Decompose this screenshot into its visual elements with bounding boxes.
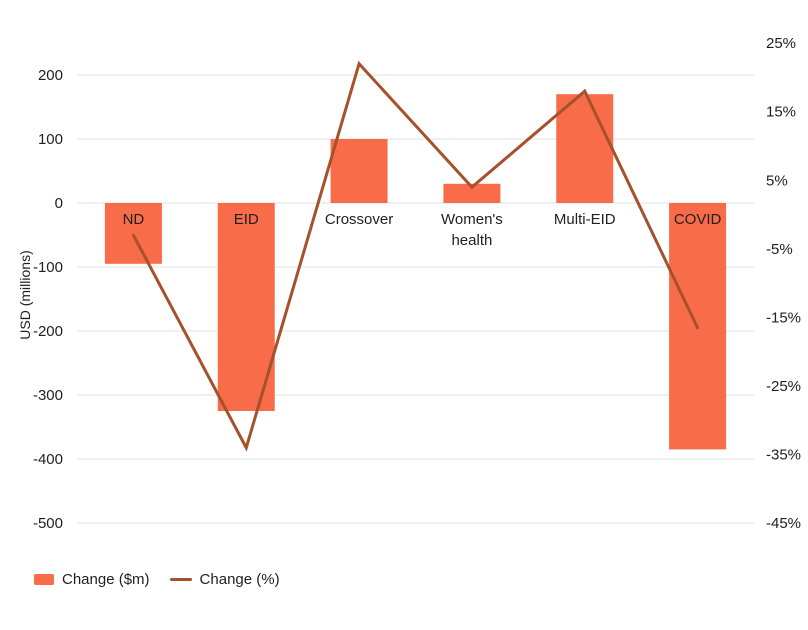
category-label-eid: EID: [234, 211, 259, 228]
category-label-women's: Women's: [441, 211, 503, 228]
right-axis-tick-25pct: 25%: [766, 35, 796, 52]
left-axis-tick--100: -100: [33, 259, 63, 276]
right-axis-tick--45pct: -45%: [766, 515, 801, 532]
legend: Change ($m) Change (%): [34, 571, 280, 588]
left-axis-tick--400: -400: [33, 451, 63, 468]
bar-eid: [217, 203, 275, 411]
category-label-covid: COVID: [674, 211, 722, 228]
legend-item-change-usd: Change ($m): [34, 571, 150, 588]
left-axis-tick-0: 0: [55, 195, 63, 212]
category-label-health: health: [451, 232, 492, 249]
left-axis-tick-200: 200: [38, 67, 63, 84]
line-series-swatch: [169, 578, 192, 581]
change-pct-line: [131, 60, 700, 452]
category-label-crossover: Crossover: [325, 211, 393, 228]
left-axis-tick-100: 100: [38, 131, 63, 148]
bar-nd: [104, 203, 162, 264]
right-axis-tick--35pct: -35%: [766, 447, 801, 464]
category-label-multi-eid: Multi-EID: [554, 211, 616, 228]
right-axis-tick-5pct: 5%: [766, 172, 788, 189]
legend-label-change-pct: Change (%): [199, 571, 280, 588]
left-axis-title: USD (millions): [17, 250, 33, 339]
left-axis-tick--500: -500: [33, 515, 63, 532]
legend-item-change-pct: Change (%): [169, 571, 280, 588]
category-label-nd: ND: [123, 211, 145, 228]
legend-label-change-usd: Change ($m): [62, 571, 150, 588]
right-axis-tick--25pct: -25%: [766, 378, 801, 395]
bar-multi-eid: [556, 94, 614, 203]
bar-women's-health: [443, 183, 501, 203]
right-axis-tick-15pct: 15%: [766, 104, 796, 121]
bar-series-swatch: [34, 574, 54, 585]
right-axis-tick--15pct: -15%: [766, 309, 801, 326]
left-axis-tick--300: -300: [33, 387, 63, 404]
left-axis-tick--200: -200: [33, 323, 63, 340]
bar-crossover: [330, 139, 388, 203]
right-axis-tick--5pct: -5%: [766, 241, 793, 258]
